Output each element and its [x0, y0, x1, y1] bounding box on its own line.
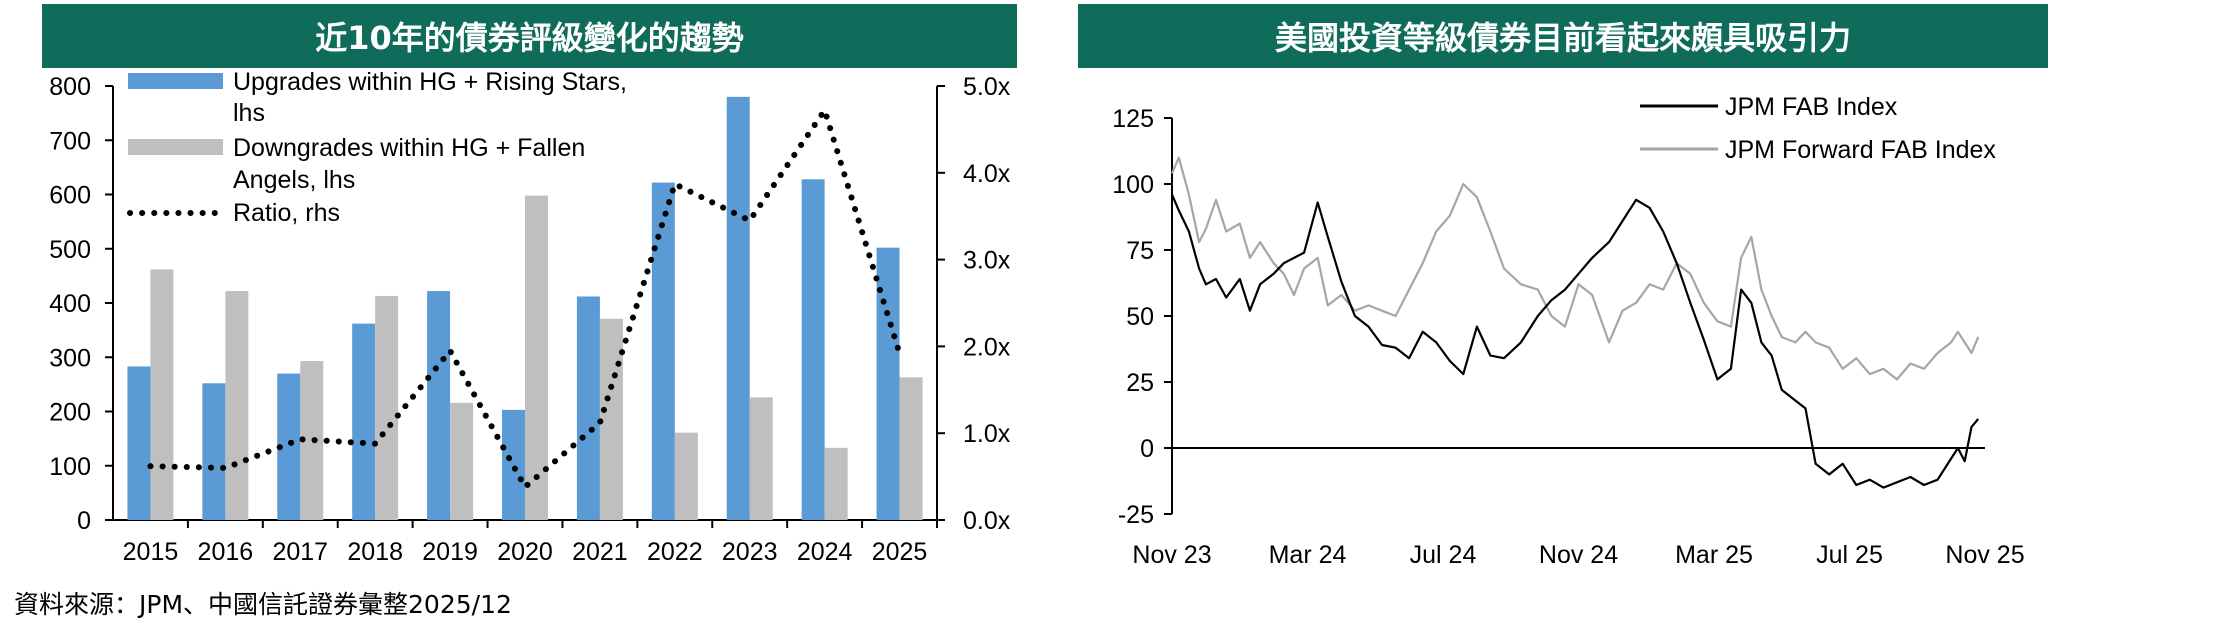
- x-tick-label: Nov 25: [1945, 541, 2024, 569]
- fab-index-line: [1170, 194, 1980, 489]
- x-tick-label-left: 2019: [422, 538, 478, 566]
- x-tick-label: Jul 25: [1816, 541, 1883, 569]
- y-tick-label-left: 0: [77, 507, 91, 535]
- y-tick-label-left: 700: [49, 127, 91, 155]
- y-tick-label-right: 5.0x: [963, 73, 1011, 101]
- y-tick-label: 100: [1112, 171, 1154, 199]
- downgrade-bar: [450, 402, 474, 520]
- x-tick-label: Nov 23: [1132, 541, 1211, 569]
- y-tick-label-left: 300: [49, 344, 91, 372]
- y-tick-label-right: 3.0x: [963, 247, 1011, 275]
- legend-left: Upgrades within HG + Rising Stars, lhs Dow…: [127, 68, 627, 227]
- chart-title-left: 近10年的債券評級變化的趨勢: [42, 4, 1017, 68]
- x-tick-label-left: 2015: [123, 538, 179, 566]
- upgrade-bar: [801, 179, 825, 520]
- x-tick-label-left: 2020: [497, 538, 553, 566]
- chart-title-right: 美國投資等級債券目前看起來頗具吸引力: [1078, 4, 2048, 68]
- y-tick-label-right: 1.0x: [963, 420, 1011, 448]
- y-tick-label: 125: [1112, 105, 1154, 133]
- legend-label-downgrades-line2: Angels, lhs: [233, 166, 355, 194]
- upgrade-bar: [127, 366, 151, 520]
- y-tick-label-left: 600: [49, 182, 91, 210]
- y-tick-label: 75: [1126, 237, 1154, 265]
- upgrade-bar: [352, 323, 376, 520]
- y-tick-label: 25: [1126, 369, 1154, 397]
- y-tick-label-left: 200: [49, 399, 91, 427]
- x-tick-label-left: 2025: [872, 538, 928, 566]
- upgrade-bar: [277, 373, 301, 520]
- downgrade-bar: [225, 291, 249, 520]
- upgrade-bar: [576, 296, 600, 520]
- downgrade-bar: [150, 269, 174, 520]
- upgrade-bar: [427, 291, 451, 520]
- upgrade-bar: [651, 182, 675, 520]
- y-tick-label: 50: [1126, 303, 1154, 331]
- legend-swatch-downgrades: [128, 139, 223, 155]
- legend-label-downgrades-line1: Downgrades within HG + Fallen: [233, 134, 585, 162]
- downgrade-bar: [749, 397, 773, 520]
- x-tick-label: Jul 24: [1410, 541, 1477, 569]
- downgrade-bar: [375, 295, 399, 520]
- downgrade-bar: [899, 377, 923, 520]
- x-tick-label-left: 2018: [347, 538, 403, 566]
- y-tick-label-left: 500: [49, 236, 91, 264]
- upgrade-bar: [202, 383, 226, 520]
- x-tick-label: Mar 24: [1269, 541, 1347, 569]
- x-tick-label-left: 2024: [797, 538, 853, 566]
- y-tick-label: -25: [1118, 501, 1154, 529]
- upgrade-bar: [726, 96, 750, 520]
- source-note: 資料來源：JPM、中國信託證券彙整2025/12: [14, 590, 512, 619]
- y-tick-label: 0: [1140, 435, 1154, 463]
- legend-label-ratio: Ratio, rhs: [233, 199, 340, 227]
- downgrade-bar: [674, 432, 698, 520]
- legend-label-fab: JPM FAB Index: [1725, 93, 1898, 121]
- legend-right: JPM FAB Index JPM Forward FAB Index: [1640, 93, 1996, 164]
- y-tick-label-right: 0.0x: [963, 507, 1011, 535]
- x-tick-label-left: 2022: [647, 538, 703, 566]
- y-tick-label-left: 800: [49, 73, 91, 101]
- legend-label-forward-fab: JPM Forward FAB Index: [1725, 136, 1996, 164]
- x-tick-label: Mar 25: [1675, 541, 1753, 569]
- legend-swatch-upgrades: [128, 73, 223, 89]
- y-tick-label-left: 100: [49, 453, 91, 481]
- legend-label-upgrades-line2: lhs: [233, 99, 265, 127]
- downgrade-bar: [599, 318, 623, 520]
- y-tick-label-right: 4.0x: [963, 160, 1011, 188]
- x-tick-label-left: 2021: [572, 538, 628, 566]
- legend-label-upgrades-line1: Upgrades within HG + Rising Stars,: [233, 68, 627, 96]
- upgrade-bar: [876, 247, 900, 521]
- upgrade-bar: [502, 409, 525, 520]
- x-tick-label-left: 2017: [272, 538, 328, 566]
- downgrade-bar: [525, 195, 548, 520]
- y-tick-label-right: 2.0x: [963, 333, 1011, 361]
- forward-fab-index-line: [1170, 156, 1980, 381]
- x-tick-label-left: 2016: [198, 538, 254, 566]
- y-tick-label-left: 400: [49, 290, 91, 318]
- x-tick-label: Nov 24: [1539, 541, 1618, 569]
- x-tick-label-left: 2023: [722, 538, 778, 566]
- downgrade-bar: [824, 447, 848, 520]
- ratio-line: [147, 107, 903, 491]
